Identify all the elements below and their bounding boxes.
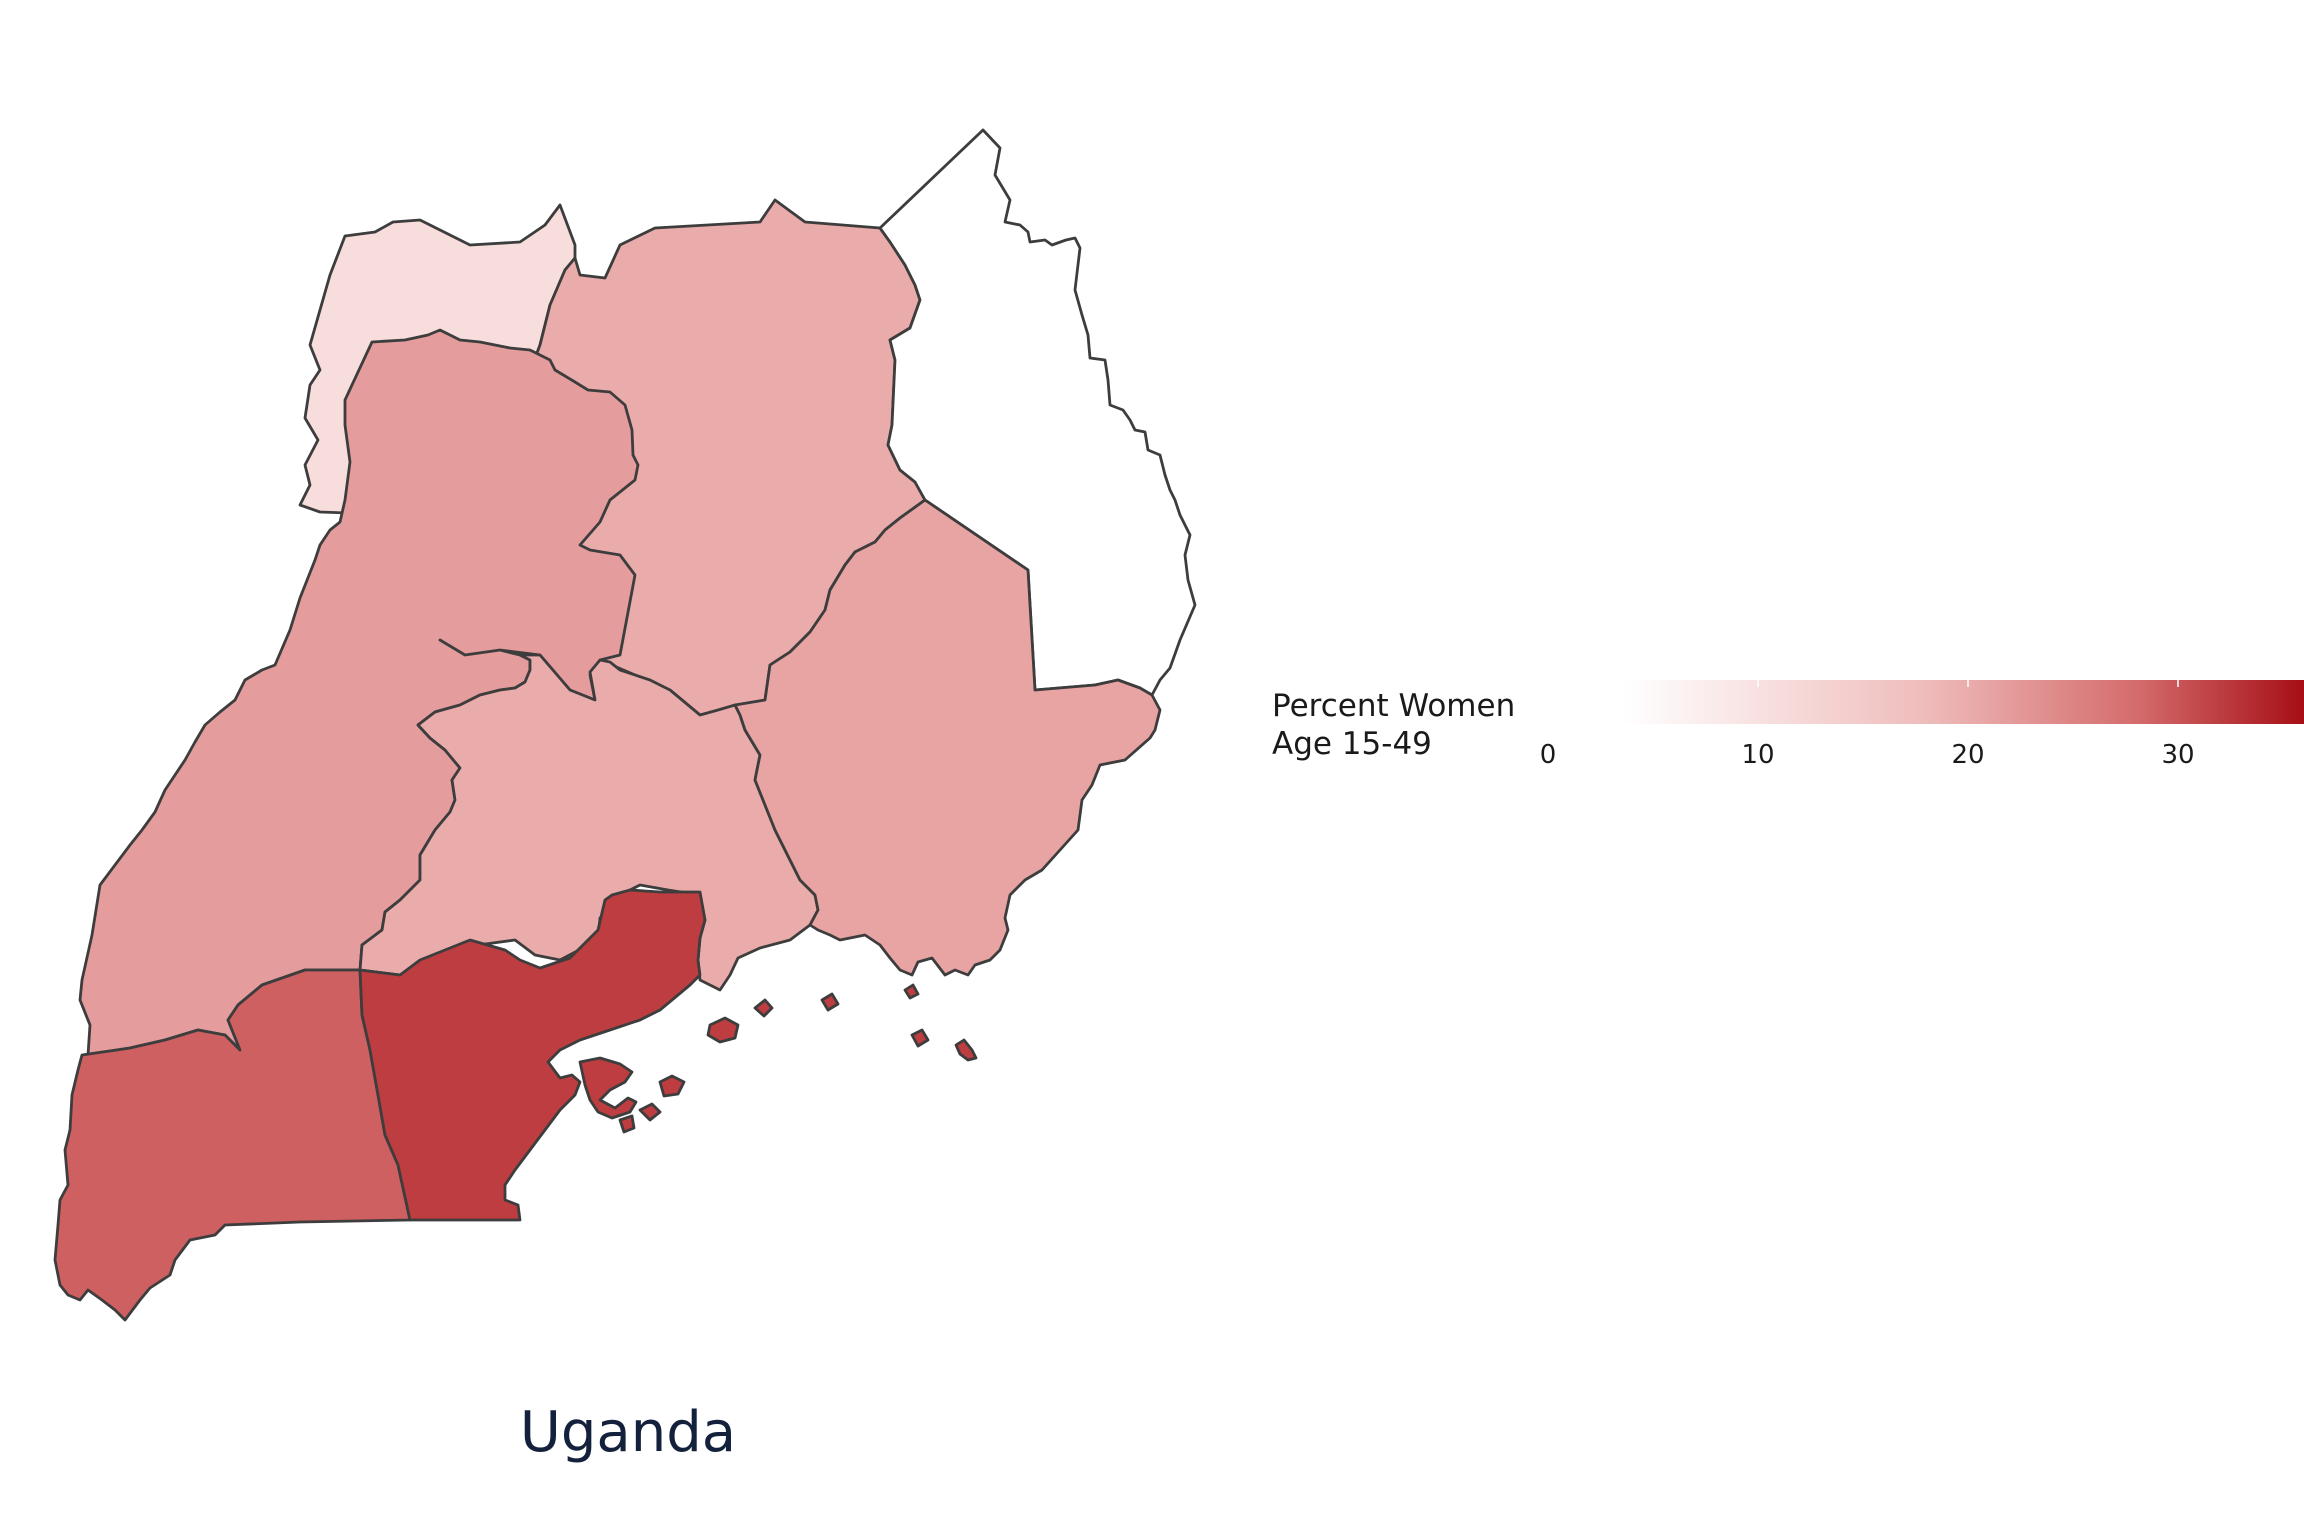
- legend-title-line2: Age 15-49: [1272, 726, 1432, 762]
- legend-gradient-bar: [1548, 680, 2304, 724]
- legend-tick-label-1: 10: [1741, 740, 1775, 770]
- island-7: [910, 1028, 930, 1048]
- island-2: [658, 1074, 686, 1098]
- island-5: [753, 998, 774, 1018]
- legend-tick-label-3: 30: [2161, 740, 2195, 770]
- legend-tick-label-0: 0: [1539, 740, 1557, 770]
- region-karamoja[interactable]: [878, 128, 1197, 697]
- island-10: [618, 1114, 636, 1134]
- map-title: Uganda: [519, 1400, 737, 1465]
- island-9: [903, 983, 920, 1000]
- region-southwest[interactable]: [53, 968, 412, 1322]
- island-6: [820, 992, 840, 1012]
- island-8: [954, 1038, 978, 1062]
- island-3: [706, 1016, 740, 1044]
- region-south-central-area[interactable]: [358, 888, 707, 1222]
- legend-tick-label-2: 20: [1951, 740, 1985, 770]
- legend-title-line1: Percent Women: [1272, 688, 1516, 724]
- legend-colorbar: [1547, 680, 2304, 724]
- region-eastern[interactable]: [733, 498, 1162, 977]
- island-1: [578, 1056, 638, 1120]
- island-4: [638, 1102, 662, 1122]
